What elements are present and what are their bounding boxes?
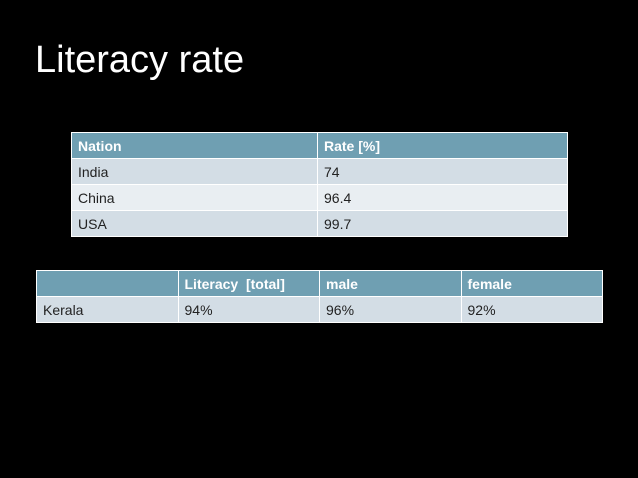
cell-female: 92% — [460, 296, 603, 323]
table-row: India 74 — [71, 158, 568, 185]
cell-region: Kerala — [36, 296, 179, 323]
cell-nation: China — [71, 184, 318, 211]
cell-nation: India — [71, 158, 318, 185]
slide-title: Literacy rate — [35, 39, 245, 81]
table-header-row: Nation Rate [%] — [71, 132, 568, 159]
header-nation: Nation — [71, 132, 318, 159]
cell-rate: 96.4 — [317, 184, 568, 211]
header-empty — [36, 270, 179, 297]
header-literacy-total: Literacy [total] — [177, 270, 320, 297]
header-female: female — [460, 270, 603, 297]
table-header-row: Literacy [total] male female — [36, 270, 603, 297]
header-male: male — [319, 270, 462, 297]
cell-rate: 74 — [317, 158, 568, 185]
table-row: China 96.4 — [71, 184, 568, 211]
cell-nation: USA — [71, 210, 318, 237]
table-row: USA 99.7 — [71, 210, 568, 237]
table-row: Kerala 94% 96% 92% — [36, 296, 603, 323]
header-rate: Rate [%] — [317, 132, 568, 159]
kerala-literacy-table: Literacy [total] male female Kerala 94% … — [36, 270, 603, 323]
cell-literacy-total: 94% — [177, 296, 320, 323]
cell-male: 96% — [319, 296, 462, 323]
nation-literacy-table: Nation Rate [%] India 74 China 96.4 USA … — [71, 132, 568, 237]
cell-rate: 99.7 — [317, 210, 568, 237]
